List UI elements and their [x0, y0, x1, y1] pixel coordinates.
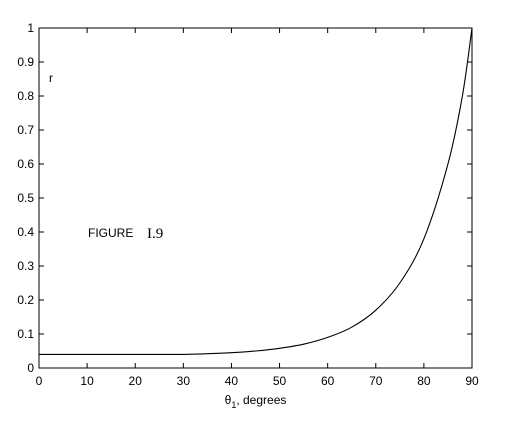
- x-tick-label-1: 10: [80, 374, 94, 388]
- x-tick-label-6: 60: [321, 374, 335, 388]
- y-axis-ticks: 0 0.1 0.2 0.3 0.4 0.5 0.6 0.7 0.8 0.9 1: [17, 21, 472, 375]
- y-tick-label-9: 0.9: [17, 55, 34, 69]
- y-tick-label-8: 0.8: [17, 89, 34, 103]
- y-axis-label: r: [49, 71, 53, 85]
- y-tick-label-4: 0.4: [17, 225, 34, 239]
- x-axis-label-unit: , degrees: [236, 393, 286, 407]
- series-line: [39, 27, 473, 355]
- y-tick-label-5: 0.5: [17, 191, 34, 205]
- x-axis-ticks: 0 10 20 30 40 50 60 70 80 90: [36, 28, 479, 388]
- x-tick-label-0: 0: [36, 374, 43, 388]
- y-tick-label-10: 1: [27, 21, 34, 35]
- figure-annotation-word: FIGURE: [88, 226, 133, 240]
- y-tick-label-6: 0.6: [17, 157, 34, 171]
- x-tick-label-2: 20: [129, 374, 143, 388]
- x-tick-label-3: 30: [177, 374, 191, 388]
- figure-annotation-number: I.9: [147, 226, 163, 242]
- x-tick-label-7: 70: [369, 374, 383, 388]
- x-tick-label-9: 90: [465, 374, 479, 388]
- y-tick-label-1: 0.1: [17, 327, 34, 341]
- y-tick-label-2: 0.2: [17, 293, 34, 307]
- x-tick-label-5: 50: [273, 374, 287, 388]
- x-axis-label: θ1, degrees: [225, 393, 287, 410]
- y-tick-label-0: 0: [27, 361, 34, 375]
- x-tick-label-8: 80: [417, 374, 431, 388]
- y-tick-label-3: 0.3: [17, 259, 34, 273]
- x-axis-label-subscript: 1: [231, 400, 236, 410]
- y-tick-label-7: 0.7: [17, 123, 34, 137]
- plot-frame: [38, 27, 473, 369]
- x-tick-label-4: 40: [225, 374, 239, 388]
- x-axis-label-symbol: θ: [225, 393, 232, 407]
